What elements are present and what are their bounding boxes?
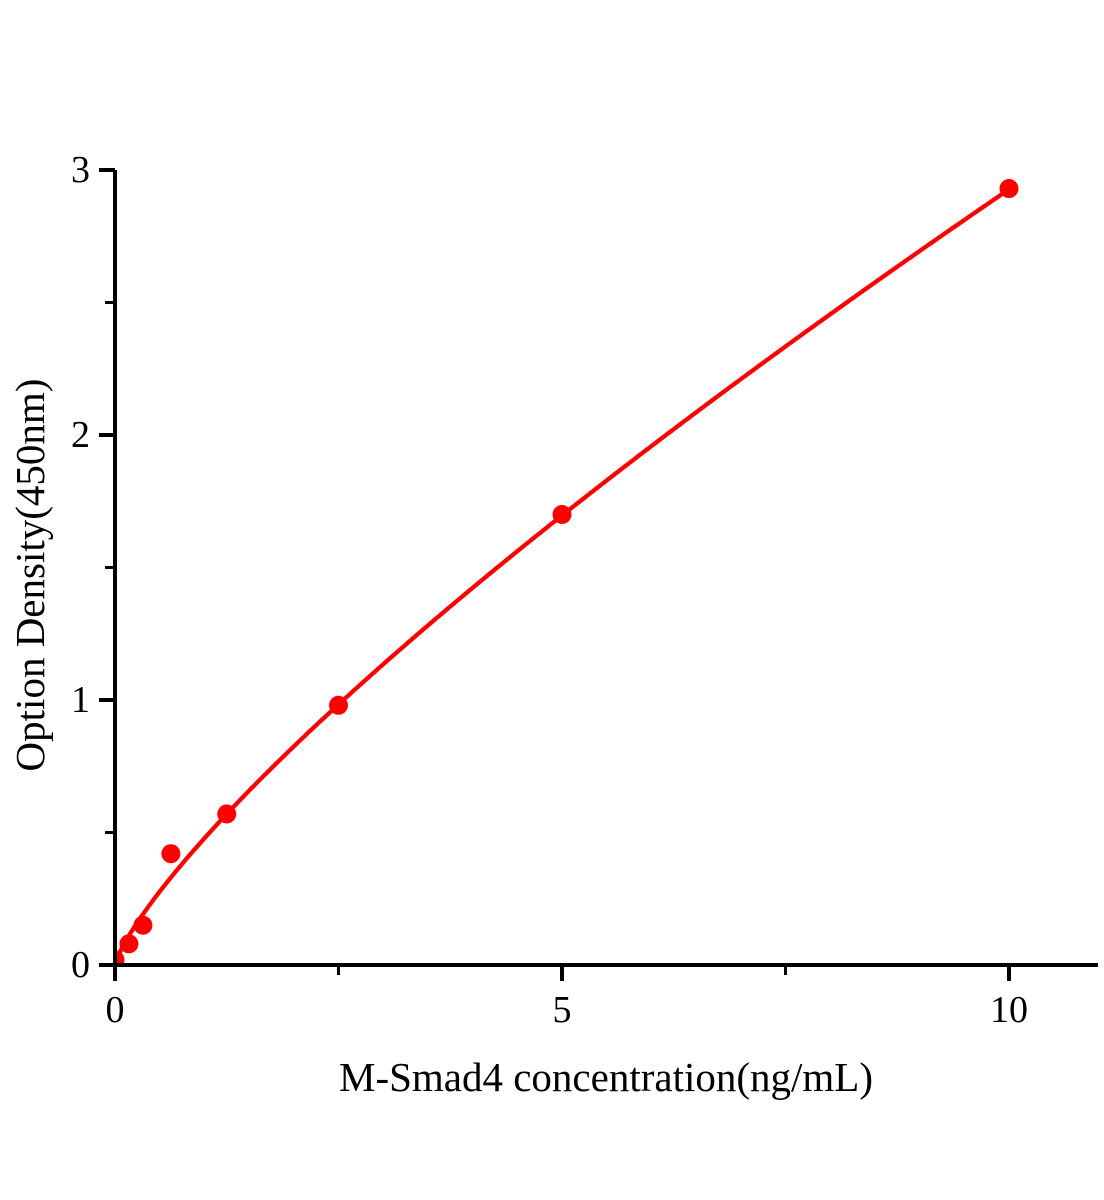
- x-tick-label: 10: [990, 989, 1028, 1031]
- data-point: [161, 844, 181, 864]
- data-points: [113, 179, 1019, 967]
- x-tick-label: 0: [106, 989, 125, 1031]
- x-tick-label: 5: [553, 989, 572, 1031]
- data-point: [119, 934, 139, 954]
- data-point: [552, 505, 572, 524]
- y-axis-title: Option Density(450nm): [7, 379, 53, 772]
- y-tick-label: 1: [71, 679, 90, 721]
- y-ticks: [99, 168, 115, 967]
- x-ticks: [113, 965, 1011, 981]
- y-tick-labels: 0 1 2 3: [71, 149, 90, 986]
- data-point: [329, 695, 348, 715]
- data-point: [999, 179, 1019, 199]
- axes-group: [99, 168, 1098, 981]
- x-tick-labels: 0 5 10: [106, 989, 1029, 1031]
- fit-curve: [113, 187, 1011, 966]
- data-point: [217, 804, 237, 824]
- y-tick-label: 0: [71, 944, 90, 986]
- y-tick-label: 2: [71, 414, 90, 456]
- series-group: [113, 179, 1019, 967]
- data-point: [133, 915, 153, 935]
- x-axis-title: M-Smad4 concentration(ng/mL): [339, 1054, 873, 1100]
- y-tick-label: 3: [71, 149, 90, 191]
